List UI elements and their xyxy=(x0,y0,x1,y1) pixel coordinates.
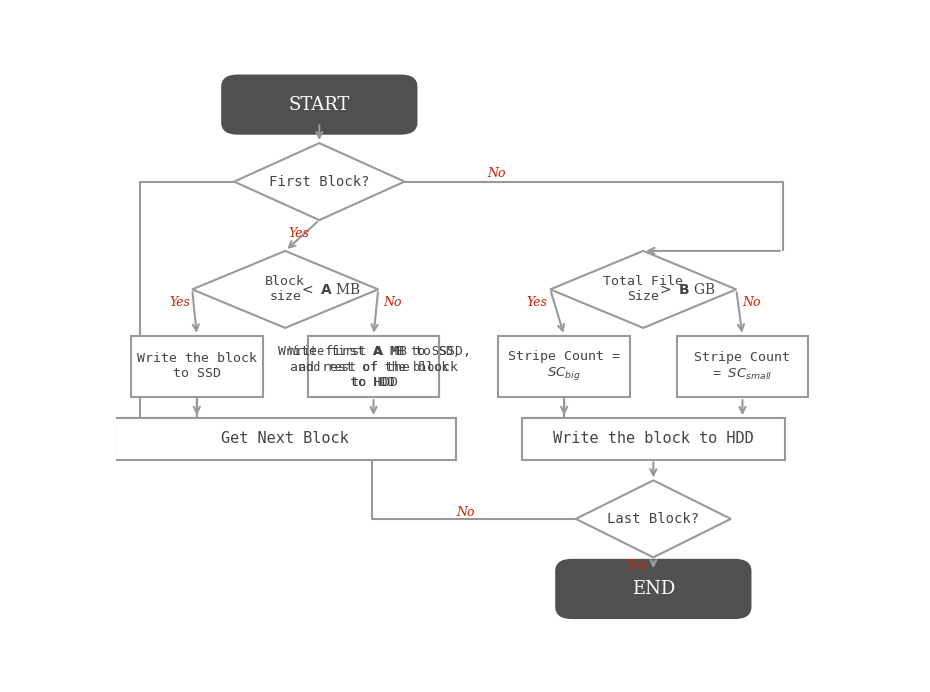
Text: $>$ $\mathbf{B}$ GB: $>$ $\mathbf{B}$ GB xyxy=(658,282,716,297)
Text: Write first $\mathbf{A}$ MB to SSD,
and rest of the block
to HDD: Write first $\mathbf{A}$ MB to SSD, and … xyxy=(277,343,470,390)
Text: Write the block to HDD: Write the block to HDD xyxy=(553,431,753,446)
Polygon shape xyxy=(576,480,731,557)
Text: Get Next Block: Get Next Block xyxy=(221,431,349,446)
Polygon shape xyxy=(551,251,737,328)
Text: Block
size: Block size xyxy=(265,275,305,303)
FancyBboxPatch shape xyxy=(555,559,751,619)
Text: Stripe Count
= $\mathit{SC}_{\mathit{small}}$: Stripe Count = $\mathit{SC}_{\mathit{sma… xyxy=(695,352,790,381)
Text: START: START xyxy=(288,95,350,113)
Text: First Block?: First Block? xyxy=(269,174,369,189)
Text: Yes: Yes xyxy=(625,558,646,572)
Text: No: No xyxy=(486,167,505,181)
Text: Stripe Count =
$\mathit{SC}_{\mathit{big}}$: Stripe Count = $\mathit{SC}_{\mathit{big… xyxy=(508,350,620,383)
Bar xyxy=(308,336,439,397)
Text: Yes: Yes xyxy=(288,227,310,239)
Text: Write first $\mathbf{A}$ MB to SSD,
and rest of the block
to HDD: Write first $\mathbf{A}$ MB to SSD, and … xyxy=(288,343,459,390)
Bar xyxy=(131,336,262,397)
Bar xyxy=(308,336,439,397)
Bar xyxy=(498,336,630,397)
Text: No: No xyxy=(384,296,402,309)
Polygon shape xyxy=(193,251,379,328)
Text: Yes: Yes xyxy=(526,296,548,309)
Text: No: No xyxy=(456,507,474,519)
Polygon shape xyxy=(234,143,405,220)
FancyBboxPatch shape xyxy=(221,75,418,135)
Text: $<$ $\mathbf{A}$ MB: $<$ $\mathbf{A}$ MB xyxy=(299,282,361,297)
Text: Last Block?: Last Block? xyxy=(607,512,699,526)
Text: No: No xyxy=(742,296,761,309)
Bar xyxy=(114,418,456,459)
Bar xyxy=(676,336,808,397)
Text: Write the block
to SSD: Write the block to SSD xyxy=(137,352,257,381)
Text: END: END xyxy=(631,580,675,598)
Text: Yes: Yes xyxy=(169,296,191,309)
Text: Total File
Size: Total File Size xyxy=(604,275,684,303)
Bar xyxy=(522,418,785,459)
